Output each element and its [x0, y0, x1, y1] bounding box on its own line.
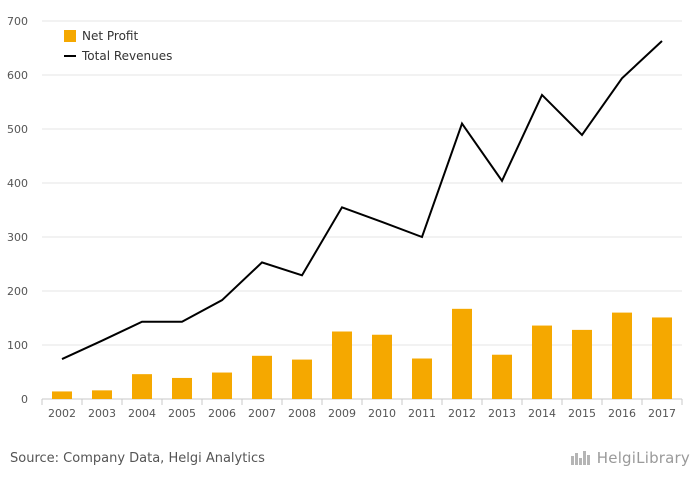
x-tick-label: 2003	[88, 407, 116, 420]
x-tick-label: 2009	[328, 407, 356, 420]
bar-net-profit	[212, 372, 232, 399]
bar-net-profit	[652, 317, 672, 399]
bar-net-profit	[492, 354, 512, 399]
x-tick-label: 2008	[288, 407, 316, 420]
bar-net-profit	[92, 390, 112, 399]
x-tick-label: 2004	[128, 407, 156, 420]
legend-swatch-net-profit	[64, 30, 76, 42]
bar-net-profit	[52, 391, 72, 399]
x-tick-label: 2007	[248, 407, 276, 420]
combo-chart: 0 100 200 300 400 500 600 700 2002 2003 2004 2005 20…	[7, 15, 683, 420]
x-tick-label: 2010	[368, 407, 396, 420]
x-tick-label: 2002	[48, 407, 76, 420]
library-logo-icon	[570, 451, 590, 465]
x-tick-label: 2012	[448, 407, 476, 420]
bar-net-profit	[292, 359, 312, 399]
x-tick-label: 2005	[168, 407, 196, 420]
y-tick-label: 500	[7, 123, 28, 136]
y-tick-label: 600	[7, 69, 28, 82]
source-note: Source: Company Data, Helgi Analytics	[10, 451, 265, 466]
x-tick-label: 2017	[648, 407, 676, 420]
bar-net-profit	[252, 355, 272, 399]
legend-label-net-profit: Net Profit	[82, 29, 138, 43]
bar-net-profit	[412, 358, 432, 399]
bar-net-profit	[132, 374, 152, 399]
x-tick-label: 2015	[568, 407, 596, 420]
line-total-revenues	[61, 40, 663, 360]
legend-label-total-revenues: Total Revenues	[81, 49, 172, 63]
bar-net-profit	[332, 331, 352, 399]
y-tick-label: 100	[7, 339, 28, 352]
bar-net-profit	[532, 325, 552, 399]
y-tick-label: 400	[7, 177, 28, 190]
y-tick-label: 0	[21, 393, 28, 406]
x-tick-label: 2014	[528, 407, 556, 420]
x-tick-label: 2011	[408, 407, 436, 420]
bar-net-profit	[612, 312, 632, 399]
y-tick-label: 300	[7, 231, 28, 244]
bar-net-profit	[572, 329, 592, 399]
x-tick-label: 2013	[488, 407, 516, 420]
bar-net-profit	[452, 308, 472, 399]
x-tick-label: 2016	[608, 407, 636, 420]
brand-name: HelgiLibrary	[596, 449, 690, 467]
y-tick-label: 700	[7, 15, 28, 28]
x-tick-label: 2006	[208, 407, 236, 420]
brand-logo: HelgiLibrary	[570, 449, 690, 467]
y-tick-label: 200	[7, 285, 28, 298]
bar-net-profit	[172, 377, 192, 399]
bar-net-profit	[372, 334, 392, 399]
